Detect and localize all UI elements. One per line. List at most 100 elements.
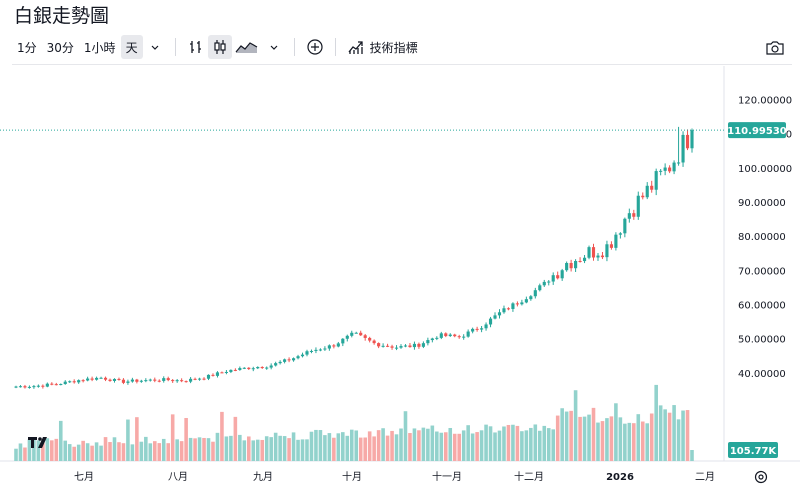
candle-body (650, 185, 654, 190)
volume-bar (193, 438, 197, 461)
camera-icon[interactable] (764, 38, 786, 58)
volume-bar (58, 420, 63, 461)
month-label: 八月 (168, 471, 188, 483)
candle-body (502, 308, 506, 313)
candle-body (242, 367, 246, 369)
volume-bar (640, 421, 645, 461)
interval-day-button[interactable]: 天 (120, 35, 143, 59)
candle-body (600, 255, 605, 258)
volume-bar (408, 433, 412, 461)
candle-body (81, 380, 85, 382)
toolbar-divider (334, 38, 336, 56)
price-tick: 90.00000 (738, 198, 786, 209)
volume-bar (157, 443, 162, 461)
volume-bar (506, 424, 511, 461)
volume-bar (175, 439, 179, 461)
bar-style-icon[interactable] (184, 35, 208, 59)
candle-body (157, 380, 161, 382)
interval-1min-button[interactable]: 1分 (17, 40, 37, 55)
candle-body (283, 359, 287, 362)
interval-30min-button[interactable]: 30分 (46, 40, 74, 55)
volume-bar (672, 405, 676, 461)
toolbar-divider (174, 38, 176, 56)
indicators-icon[interactable] (344, 35, 368, 59)
volume-bar (685, 410, 690, 461)
volume-bar (211, 441, 215, 461)
candle-body (462, 336, 466, 338)
volume-bar (632, 423, 636, 461)
candle-body (193, 378, 197, 380)
volume-bar (76, 444, 81, 461)
candle-body (386, 345, 390, 347)
chevron-down-icon[interactable] (143, 35, 167, 59)
volume-bar (399, 428, 403, 461)
volume-bar (488, 426, 493, 461)
volume-bar (609, 416, 614, 461)
candle-body (291, 358, 296, 361)
candle-body (484, 324, 488, 329)
volume-bar (537, 430, 542, 461)
month-label: 九月 (253, 471, 273, 483)
candle-body (435, 337, 439, 339)
candle-body (399, 346, 403, 348)
candle-body (166, 378, 170, 381)
volume-bar (381, 428, 385, 461)
candle-body (27, 386, 31, 388)
candle-body (274, 363, 278, 366)
settings-icon[interactable] (754, 470, 768, 484)
interval-1hour-button[interactable]: 1小時 (83, 40, 116, 55)
candle-body (574, 260, 578, 269)
volume-bar (452, 433, 457, 461)
volume-bar (493, 432, 497, 461)
volume-bar (220, 411, 224, 461)
candle-body (153, 379, 157, 381)
volume-bar (426, 428, 430, 461)
area-chart-icon[interactable] (232, 35, 262, 59)
candle-body (300, 354, 305, 357)
candle-body (475, 328, 479, 330)
candle-body (350, 332, 354, 336)
chart-toolbar: 1分 30分 1小時 天 技術指標 (12, 34, 788, 60)
volume-bar (215, 432, 220, 461)
candle-body (215, 372, 220, 376)
candle-body (144, 380, 148, 382)
volume-bar (354, 430, 359, 461)
candle-body (685, 134, 690, 149)
volume-bar (135, 417, 139, 461)
candle-body (466, 331, 470, 337)
candle-body (18, 386, 23, 388)
tradingview-logo[interactable] (28, 437, 47, 448)
time-axis[interactable]: 七月 八月 九月 十月 十一月 十二月 2026 二月 (74, 470, 715, 483)
volume-bar (390, 430, 394, 461)
volume-bar (152, 441, 157, 461)
candle-body (211, 374, 215, 376)
volume-bar (349, 429, 354, 461)
volume-bar (529, 427, 533, 461)
candle-body (224, 371, 228, 373)
volume-bar (287, 438, 291, 461)
candlestick-icon[interactable] (207, 35, 232, 59)
chevron-down-icon[interactable] (262, 35, 286, 59)
volume-bar (32, 439, 36, 461)
indicators-button[interactable]: 技術指標 (369, 40, 418, 55)
volume-bar (623, 423, 627, 461)
candle-body (23, 386, 27, 388)
add-compare-icon[interactable] (303, 35, 327, 59)
volume-bar (99, 445, 103, 461)
candle-body (417, 343, 421, 347)
volume-bar (296, 439, 300, 461)
volume-bar (148, 443, 153, 461)
candle-body (63, 381, 67, 385)
candle-body (121, 379, 126, 383)
price-tick: 60.00000 (738, 300, 786, 311)
volume-bar (269, 437, 273, 461)
month-label: 七月 (74, 471, 94, 483)
volume-bar (229, 435, 233, 461)
volume-bar (555, 415, 560, 461)
price-chart[interactable]: 120.00000 110.00000 100.00000 90.00000 8… (0, 66, 800, 496)
volume-bar (479, 430, 484, 461)
candle-body (175, 380, 179, 382)
volume-bar (551, 429, 556, 461)
candle-body (681, 134, 685, 163)
candle-body (296, 356, 300, 359)
